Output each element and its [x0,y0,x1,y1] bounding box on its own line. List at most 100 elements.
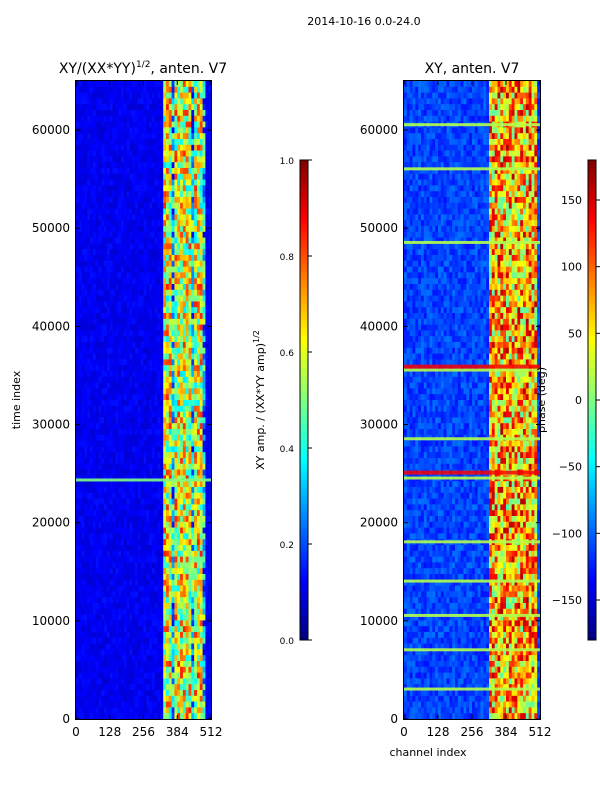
heatmap-cell [182,150,187,157]
heatmap-cell [87,458,91,465]
heatmap-cell [166,556,170,563]
heatmap-cell [208,289,211,296]
heatmap-cell [104,104,108,111]
heatmap-cell [137,608,142,615]
heatmap-cell [81,162,85,169]
heatmap-cell [135,284,139,291]
heatmap-cell [78,307,83,314]
heatmap-cell [115,632,119,639]
heatmap-cell [135,231,139,238]
heatmap-cell [135,324,139,331]
heatmap-cell [81,632,85,639]
heatmap-cell [84,365,88,372]
heatmap-cell [76,643,80,650]
heatmap-cell [132,208,136,215]
heatmap-cell [199,672,203,679]
heatmap-cell [101,504,105,511]
heatmap-cell [109,533,113,540]
heatmap-cell [154,562,158,569]
heatmap-cell [151,521,156,528]
heatmap-cell [118,458,122,465]
heatmap-cell [140,603,144,610]
heatmap-cell [205,150,209,157]
heatmap-cell [166,197,170,204]
heatmap-cell [109,545,113,552]
heatmap-cell [104,637,108,644]
heatmap-cell [180,162,184,169]
heatmap-cell [151,359,156,366]
heatmap-cell [205,86,209,93]
heatmap-cell [115,179,119,186]
heatmap-cell [171,255,175,262]
heatmap-cell [180,86,184,93]
heatmap-cell [157,417,161,424]
heatmap-cell [202,115,206,122]
heatmap-cell [129,307,133,314]
heatmap-cell [90,545,94,552]
heatmap-cell [135,144,139,151]
heatmap-cell [106,301,111,308]
heatmap-cell [84,144,88,151]
heatmap-cell [137,400,142,407]
heatmap-cell [143,289,147,296]
heatmap-cell [95,121,99,128]
heatmap-cell [194,110,198,117]
heatmap-cell [109,260,113,267]
heatmap-cell [196,115,201,122]
heatmap-cell [157,446,161,453]
heatmap-cell [146,255,150,262]
heatmap-cell [149,173,153,180]
heatmap-cell [202,661,206,668]
heatmap-cell [182,365,187,372]
heatmap-cell [92,429,97,436]
heatmap-cell [202,400,206,407]
heatmap-cell [199,301,203,308]
heatmap-cell [137,359,142,366]
heatmap-cell [140,289,144,296]
heatmap-cell [95,672,99,679]
heatmap-cell [140,92,144,99]
heatmap-cell [106,92,111,99]
heatmap-cell [146,394,150,401]
heatmap-cell [101,591,105,598]
heatmap-cell [149,162,153,169]
heatmap-cell [188,417,192,424]
heatmap-cell [106,121,111,128]
heatmap-cell [140,498,144,505]
heatmap-cell [177,330,181,337]
heatmap-cell [78,539,83,546]
heatmap-cell [81,423,85,430]
heatmap-cell [151,574,156,581]
heatmap-cell [188,313,192,320]
heatmap-cell [171,498,175,505]
heatmap-cell [109,458,113,465]
heatmap-cell [112,649,116,656]
heatmap-cell [205,626,209,633]
heatmap-cell [140,620,144,627]
heatmap-cell [135,574,139,581]
heatmap-cell [185,359,189,366]
heatmap-cell [135,382,139,389]
heatmap-cell [78,301,83,308]
heatmap-cell [92,98,97,105]
heatmap-cell [101,243,105,250]
heatmap-cell [126,289,130,296]
heatmap-cell [171,550,175,557]
heatmap-cell [78,527,83,534]
heatmap-cell [81,98,85,105]
heatmap-cell [202,632,206,639]
heatmap-cell [188,591,192,598]
heatmap-cell [163,365,167,372]
heatmap-cell [121,614,125,621]
heatmap-cell [95,440,99,447]
heatmap-cell [202,179,206,186]
heatmap-cell [166,458,170,465]
heatmap-cell [174,463,178,470]
heatmap-cell [177,411,181,418]
heatmap-cell [160,539,164,546]
heatmap-cell [196,243,201,250]
heatmap-cell [163,469,167,476]
heatmap-cell [168,388,173,395]
heatmap-cell [146,661,150,668]
heatmap-cell [104,266,108,273]
